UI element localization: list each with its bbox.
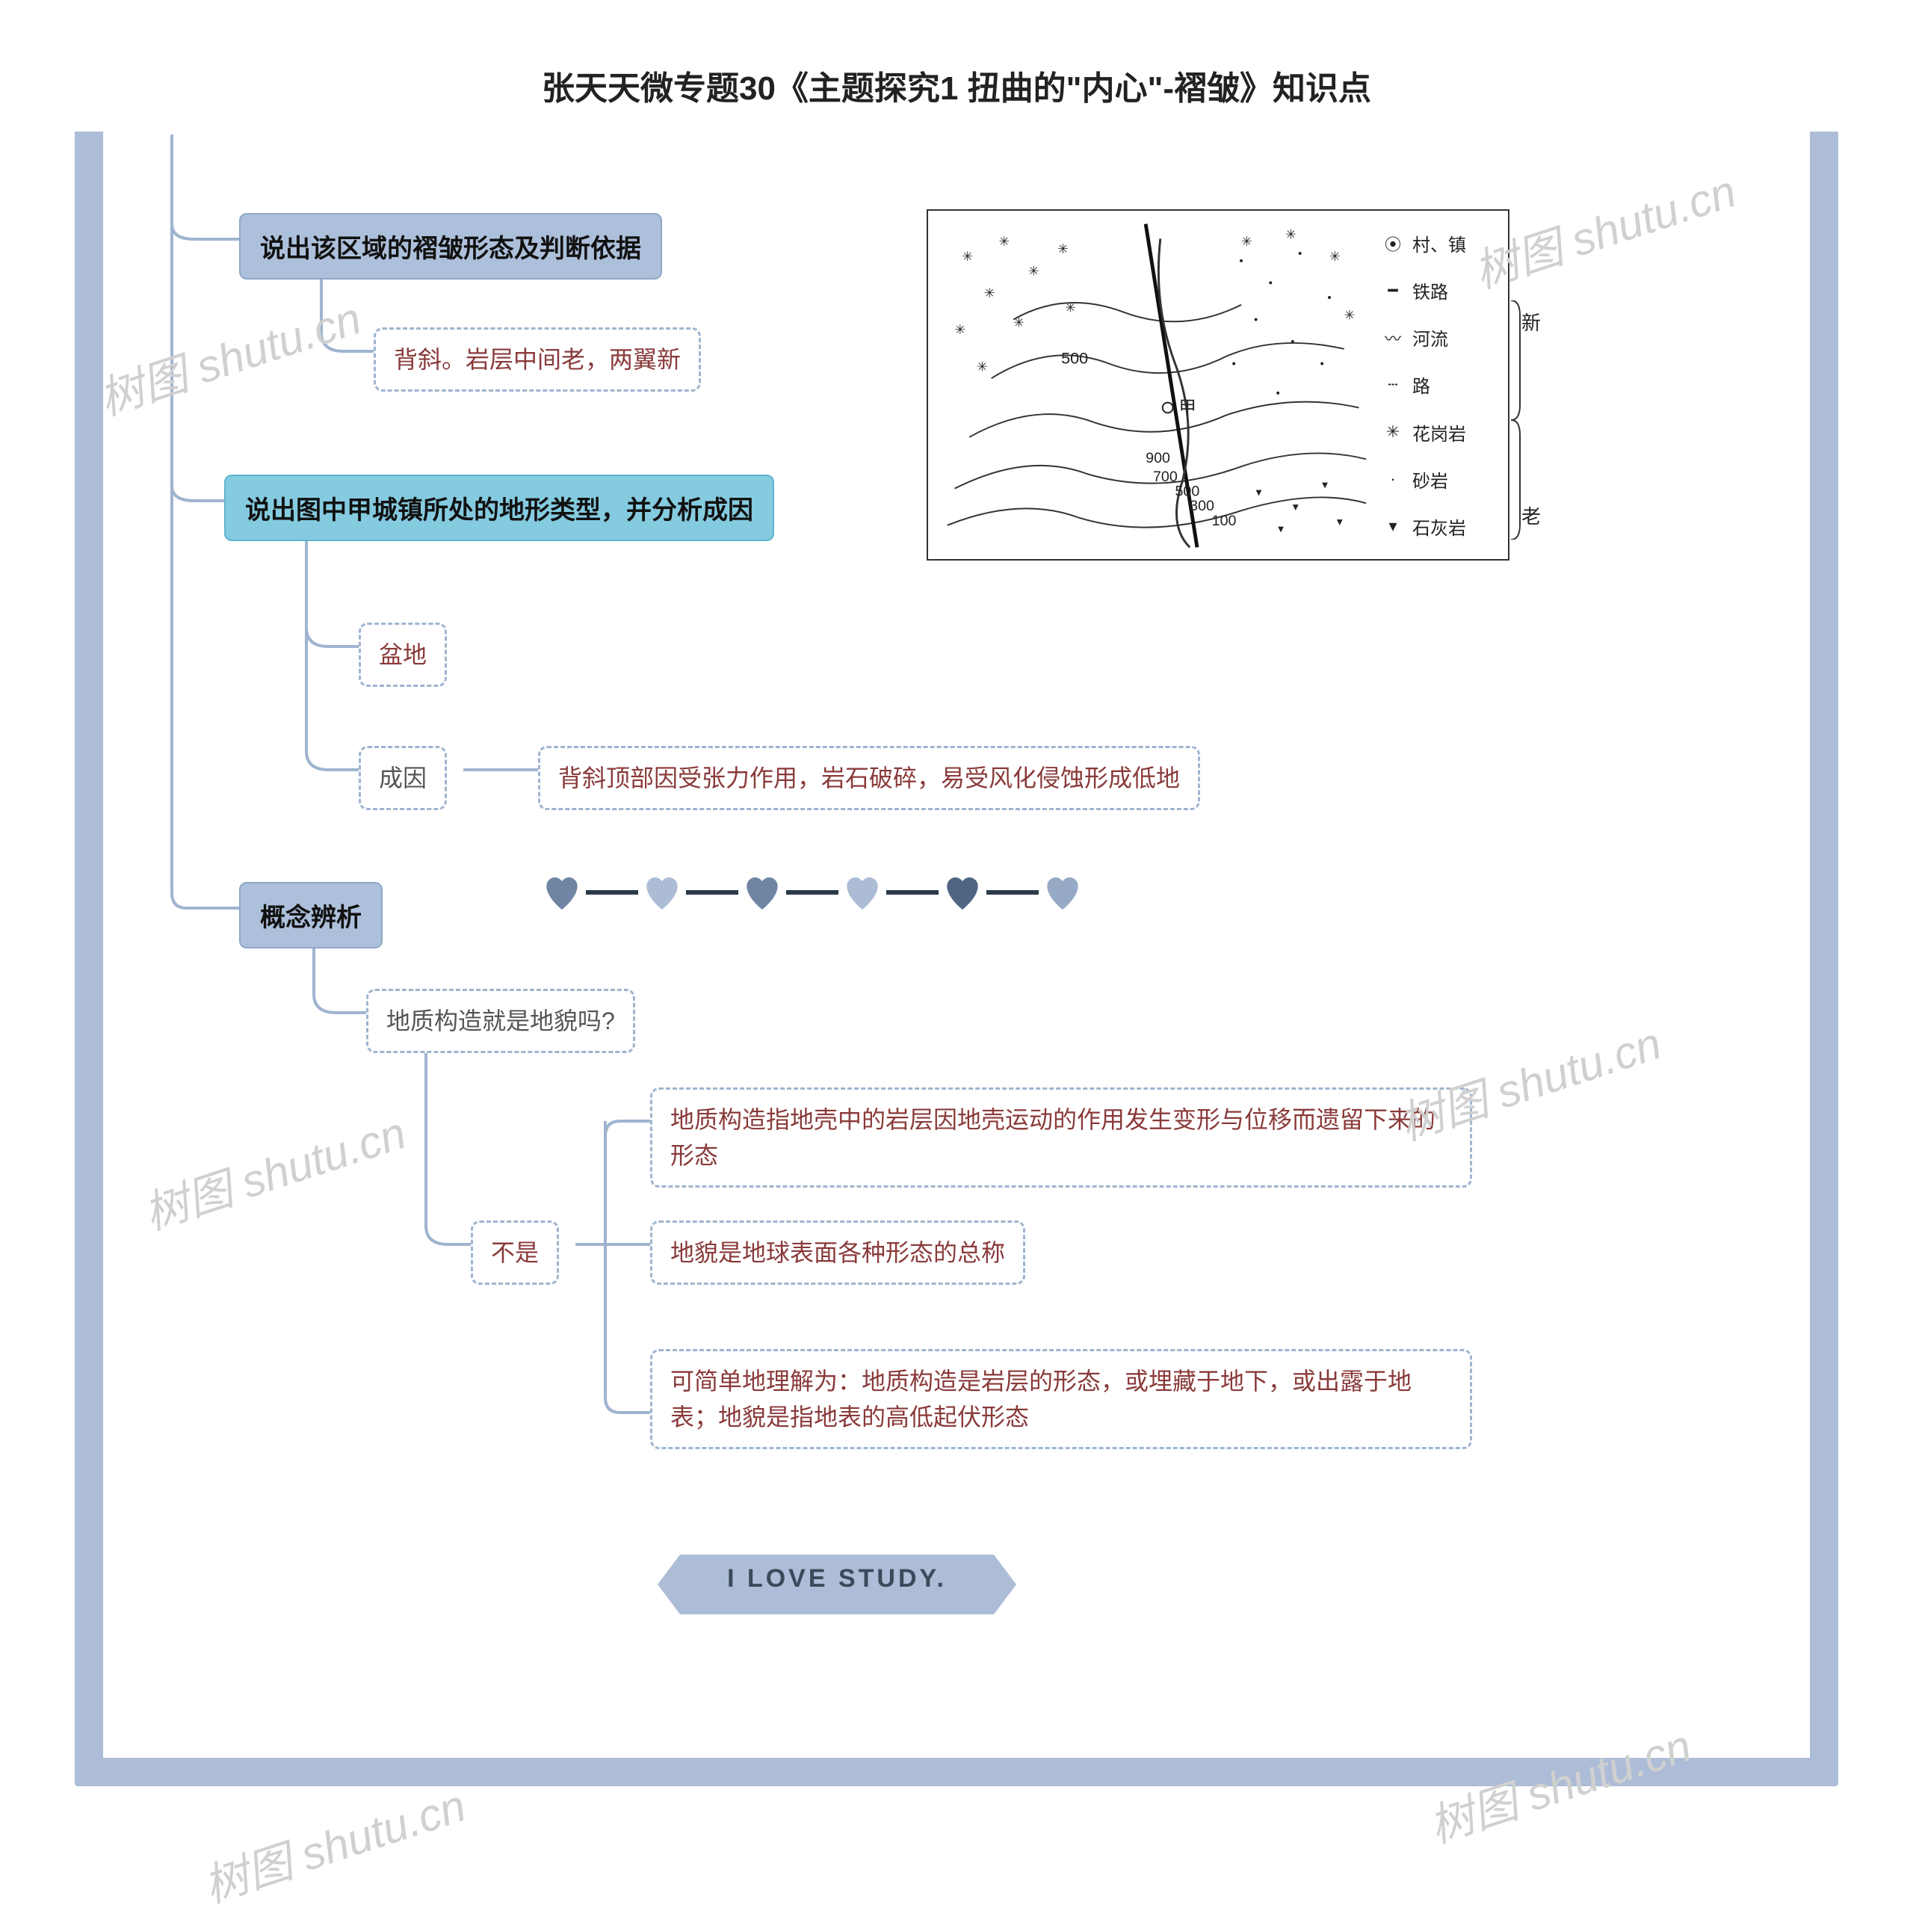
map-area: ✳✳✳ ✳✳✳ ✳✳✳ ✳✳ ✳✳ ▾▾▾ ▾▾ 500 900 700 500 (933, 215, 1373, 555)
legend-symbol: 〰 (1379, 326, 1406, 350)
svg-text:100: 100 (1212, 513, 1237, 529)
map-side-label-top: 新 (1521, 308, 1541, 336)
heart-line (686, 890, 738, 895)
branch-2-cause-detail: 背斜顶部因受张力作用，岩石破碎，易受风化侵蚀形成低地 (538, 746, 1200, 810)
branch-2-answer-a: 盆地 (359, 623, 447, 687)
legend-label: 花岗岩 (1412, 419, 1466, 445)
footer-text: I LOVE STUDY. (680, 1564, 994, 1593)
branch-3-question: 地质构造就是地貌吗? (366, 989, 635, 1053)
svg-text:✳: ✳ (1028, 263, 1039, 278)
legend-symbol: ━ (1379, 281, 1406, 300)
svg-text:甲: 甲 (1178, 398, 1196, 418)
svg-text:▾: ▾ (1293, 501, 1299, 513)
legend-item: ⦿村、镇 (1379, 230, 1501, 256)
heart-icon (638, 871, 686, 914)
heart-line (786, 890, 838, 895)
legend-item: ▾ 石灰岩 (1379, 513, 1501, 540)
branch-3-detail-1: 地质构造指地壳中的岩层因地壳运动的作用发生变形与位移而遗留下来的形态 (650, 1087, 1472, 1188)
heart-line (586, 890, 638, 895)
legend-symbol: ✳ (1379, 422, 1406, 442)
svg-text:✳: ✳ (984, 286, 995, 300)
heart-icon (838, 871, 886, 914)
svg-text:▾: ▾ (1337, 516, 1343, 528)
legend-item: 〰河流 (1379, 324, 1501, 351)
svg-text:900: 900 (1146, 450, 1170, 466)
legend-item: ✳ 花岗岩 (1379, 419, 1501, 445)
legend-label: 路 (1412, 371, 1430, 398)
geological-map: ✳✳✳ ✳✳✳ ✳✳✳ ✳✳ ✳✳ ▾▾▾ ▾▾ 500 900 700 500 (927, 209, 1509, 561)
legend-symbol: · (1379, 469, 1406, 489)
svg-text:✳: ✳ (955, 322, 966, 337)
svg-text:✳: ✳ (1241, 234, 1252, 249)
legend-label: 村、镇 (1412, 230, 1466, 256)
hearts-decoration (538, 871, 1087, 914)
branch-3-detail-2: 地貌是地球表面各种形态的总称 (650, 1220, 1025, 1285)
legend-item: ┄路 (1379, 371, 1501, 398)
bracket-icon (1509, 300, 1523, 540)
legend-symbol: ▾ (1379, 516, 1406, 536)
svg-text:✳: ✳ (1285, 226, 1297, 241)
heart-icon (738, 871, 786, 914)
svg-text:✳: ✳ (977, 359, 988, 374)
svg-text:✳: ✳ (962, 249, 973, 264)
legend-item: ━ 铁路 (1379, 277, 1501, 303)
branch-3-title: 概念辨析 (239, 882, 383, 948)
heart-icon (939, 871, 986, 914)
svg-text:✳: ✳ (1065, 300, 1076, 315)
legend-label: 石灰岩 (1412, 513, 1466, 540)
branch-1-answer: 背斜。岩层中间老，两翼新 (374, 327, 701, 392)
heart-icon (538, 871, 586, 914)
legend-label: 河流 (1412, 324, 1448, 351)
svg-text:✳: ✳ (1013, 315, 1025, 330)
legend-label: 砂岩 (1412, 466, 1448, 493)
svg-text:✳: ✳ (1344, 307, 1356, 322)
heart-line (886, 890, 939, 895)
legend-item: · 砂岩 (1379, 466, 1501, 493)
legend-symbol: ┄ (1379, 375, 1406, 395)
svg-text:700: 700 (1153, 469, 1178, 485)
svg-text:▾: ▾ (1256, 486, 1262, 499)
heart-icon (1039, 871, 1087, 914)
branch-1-title: 说出该区域的褶皱形态及判断依据 (239, 213, 662, 280)
branch-2-title: 说出图中甲城镇所处的地形类型，并分析成因 (224, 475, 774, 541)
legend-label: 铁路 (1412, 277, 1448, 303)
map-legend: ⦿村、镇 ━铁路 〰河流 ┄路 ✳花岗岩 ·砂岩 ▾石灰岩 (1376, 215, 1503, 555)
svg-text:▾: ▾ (1322, 479, 1328, 492)
page-title: 张天天微专题30《主题探究1 扭曲的"内心"-褶皱》知识点 (75, 39, 1838, 132)
svg-text:▾: ▾ (1278, 523, 1284, 536)
svg-text:✳: ✳ (1329, 249, 1341, 264)
legend-symbol: ⦿ (1379, 232, 1406, 256)
branch-2-cause-label: 成因 (359, 746, 447, 810)
map-side-label-bottom: 老 (1521, 501, 1541, 529)
svg-text:300: 300 (1190, 498, 1214, 514)
svg-text:500: 500 (1061, 348, 1088, 367)
svg-text:✳: ✳ (1057, 241, 1069, 256)
svg-text:✳: ✳ (999, 234, 1010, 249)
branch-3-answer: 不是 (471, 1220, 559, 1285)
heart-line (986, 890, 1039, 895)
branch-3-detail-3: 可简单地理解为：地质构造是岩层的形态，或埋藏于地下，或出露于地表；地貌是指地表的… (650, 1349, 1472, 1449)
